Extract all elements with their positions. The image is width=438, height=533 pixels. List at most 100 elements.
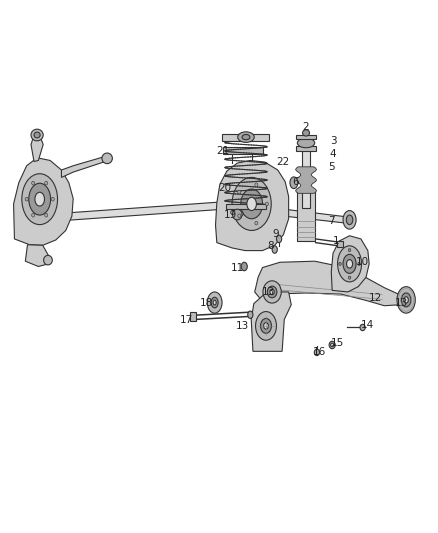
Polygon shape	[215, 160, 289, 251]
Ellipse shape	[255, 183, 258, 187]
Ellipse shape	[31, 129, 43, 141]
Ellipse shape	[242, 134, 250, 140]
Ellipse shape	[102, 153, 113, 164]
Ellipse shape	[346, 260, 353, 268]
Ellipse shape	[247, 197, 256, 211]
Ellipse shape	[297, 138, 315, 148]
Ellipse shape	[343, 211, 356, 229]
Text: 22: 22	[276, 157, 289, 166]
Ellipse shape	[348, 276, 351, 279]
Ellipse shape	[360, 324, 365, 330]
Text: 6: 6	[292, 176, 299, 187]
Ellipse shape	[238, 190, 241, 194]
Text: 12: 12	[369, 293, 382, 303]
Ellipse shape	[45, 213, 48, 217]
Polygon shape	[36, 202, 223, 222]
Ellipse shape	[358, 262, 360, 265]
Text: 3: 3	[330, 136, 336, 147]
Ellipse shape	[263, 281, 281, 303]
Ellipse shape	[232, 177, 271, 230]
Bar	[223, 147, 262, 154]
Ellipse shape	[25, 197, 28, 201]
Polygon shape	[296, 167, 317, 193]
Ellipse shape	[265, 202, 268, 206]
Text: 19: 19	[224, 209, 237, 220]
Bar	[336, 240, 343, 247]
Ellipse shape	[34, 132, 40, 138]
Ellipse shape	[261, 318, 272, 333]
Text: 8: 8	[267, 241, 274, 252]
Ellipse shape	[346, 215, 353, 224]
Ellipse shape	[267, 286, 277, 298]
Ellipse shape	[314, 349, 320, 356]
Ellipse shape	[290, 177, 298, 189]
Ellipse shape	[238, 132, 254, 142]
Text: 11: 11	[231, 263, 244, 273]
Ellipse shape	[241, 189, 262, 219]
Ellipse shape	[339, 262, 341, 265]
Ellipse shape	[331, 343, 334, 347]
Polygon shape	[251, 292, 291, 351]
Bar	[297, 191, 315, 241]
Ellipse shape	[255, 312, 276, 340]
Text: 13: 13	[237, 321, 250, 331]
Ellipse shape	[270, 289, 274, 295]
Ellipse shape	[338, 246, 361, 282]
Ellipse shape	[343, 254, 356, 273]
Bar	[226, 204, 265, 209]
Polygon shape	[331, 236, 369, 292]
Polygon shape	[25, 245, 49, 266]
Text: 18: 18	[200, 297, 213, 308]
Polygon shape	[254, 261, 402, 306]
Ellipse shape	[45, 181, 48, 185]
Text: 14: 14	[360, 320, 374, 330]
Ellipse shape	[233, 209, 242, 220]
Ellipse shape	[241, 262, 247, 271]
Text: 21: 21	[216, 146, 229, 156]
Ellipse shape	[35, 192, 45, 206]
Ellipse shape	[238, 214, 241, 217]
Ellipse shape	[248, 311, 253, 318]
Ellipse shape	[264, 322, 268, 329]
Ellipse shape	[303, 130, 310, 136]
Ellipse shape	[397, 287, 415, 313]
Ellipse shape	[329, 341, 335, 349]
Ellipse shape	[32, 213, 35, 217]
Polygon shape	[61, 156, 109, 177]
Ellipse shape	[29, 183, 50, 215]
Text: 13: 13	[395, 297, 408, 308]
Ellipse shape	[255, 221, 258, 225]
Ellipse shape	[401, 293, 411, 307]
Text: 5: 5	[328, 162, 335, 172]
Text: 10: 10	[356, 257, 369, 267]
Bar	[302, 150, 310, 208]
Text: 17: 17	[180, 314, 193, 325]
Text: 4: 4	[330, 149, 336, 159]
Ellipse shape	[348, 248, 351, 252]
Ellipse shape	[213, 300, 216, 305]
Ellipse shape	[276, 235, 282, 243]
Ellipse shape	[44, 255, 52, 265]
Text: 9: 9	[272, 229, 279, 239]
Polygon shape	[223, 202, 345, 223]
Bar	[223, 134, 269, 141]
Bar	[297, 135, 316, 139]
Ellipse shape	[211, 297, 218, 308]
Text: 7: 7	[328, 216, 335, 227]
Text: 13: 13	[262, 287, 275, 297]
Ellipse shape	[32, 181, 35, 185]
Text: 15: 15	[331, 338, 344, 348]
Ellipse shape	[22, 174, 57, 224]
Bar	[297, 146, 316, 151]
Ellipse shape	[272, 246, 277, 253]
Text: 16: 16	[312, 348, 326, 358]
Polygon shape	[14, 158, 73, 245]
Text: 20: 20	[219, 183, 232, 193]
Text: 1: 1	[333, 236, 340, 246]
Ellipse shape	[207, 292, 222, 313]
Text: 2: 2	[302, 122, 308, 132]
Polygon shape	[31, 135, 43, 161]
Ellipse shape	[404, 297, 408, 303]
Ellipse shape	[51, 197, 54, 201]
Bar	[190, 312, 196, 321]
